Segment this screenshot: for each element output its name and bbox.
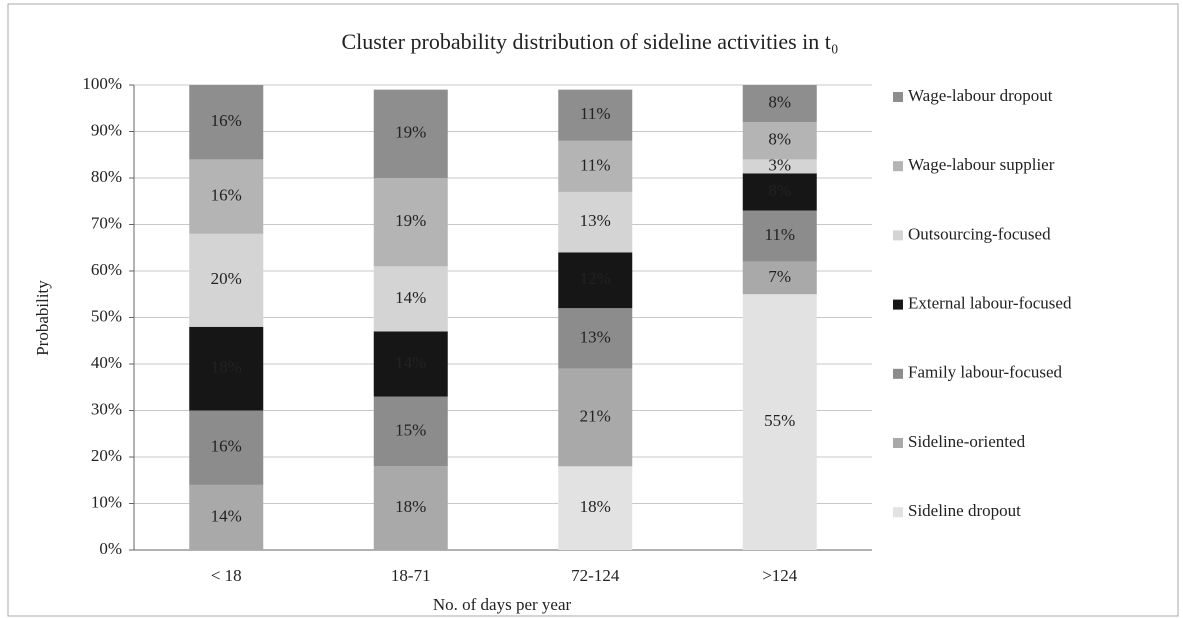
bar-segment bbox=[189, 410, 264, 485]
bar-segment bbox=[373, 178, 448, 267]
bar-segment bbox=[558, 191, 633, 253]
bar-segment bbox=[742, 294, 817, 550]
y-tick-label: 80% bbox=[91, 167, 122, 186]
value-label: 8% bbox=[768, 130, 791, 149]
value-label: 14% bbox=[395, 353, 426, 372]
value-label: 14% bbox=[395, 288, 426, 307]
y-tick-label: 0% bbox=[99, 539, 122, 558]
bar-segment bbox=[742, 122, 817, 160]
y-tick-label: 10% bbox=[91, 492, 122, 511]
value-label: 55% bbox=[764, 411, 795, 430]
value-label: 18% bbox=[211, 358, 242, 377]
value-label: 8% bbox=[768, 181, 791, 200]
value-label: 11% bbox=[764, 225, 795, 244]
y-tick-label: 60% bbox=[91, 260, 122, 279]
value-label: 16% bbox=[211, 111, 242, 130]
value-label: 18% bbox=[395, 497, 426, 516]
legend-swatch bbox=[893, 368, 903, 379]
bar-segment bbox=[373, 396, 448, 467]
value-label: 19% bbox=[395, 123, 426, 142]
bar-segment bbox=[742, 173, 817, 211]
value-label: 7% bbox=[768, 267, 791, 286]
legend-label: Wage-labour supplier bbox=[908, 155, 1055, 174]
legend-swatch bbox=[893, 507, 903, 518]
chart-title: Cluster probability distribution of side… bbox=[341, 29, 838, 54]
value-label: 14% bbox=[211, 506, 242, 525]
legend-label: Sideline-oriented bbox=[908, 432, 1026, 451]
value-label: 3% bbox=[768, 155, 791, 174]
bar-segment bbox=[189, 159, 264, 234]
value-label: 19% bbox=[395, 211, 426, 230]
value-label: 13% bbox=[580, 211, 611, 230]
legend-swatch bbox=[893, 161, 903, 172]
value-label: 15% bbox=[395, 420, 426, 439]
value-label: 16% bbox=[211, 437, 242, 456]
y-tick-label: 30% bbox=[91, 399, 122, 418]
legend-swatch bbox=[893, 230, 903, 241]
x-tick-label: < 18 bbox=[211, 566, 242, 585]
x-tick-label: 18-71 bbox=[391, 566, 431, 585]
bar-segment bbox=[558, 140, 633, 192]
y-tick-label: 20% bbox=[91, 446, 122, 465]
value-label: 11% bbox=[580, 155, 611, 174]
bar-segment bbox=[558, 252, 633, 309]
legend-swatch bbox=[893, 438, 903, 448]
bar-segment bbox=[742, 261, 817, 295]
legend-label: Sideline dropout bbox=[908, 501, 1021, 520]
value-label: 20% bbox=[211, 269, 242, 288]
bar-segment bbox=[373, 89, 448, 178]
y-tick-label: 70% bbox=[91, 213, 122, 232]
value-label: 11% bbox=[580, 104, 611, 123]
value-label: 12% bbox=[580, 269, 611, 288]
y-tick-label: 100% bbox=[82, 74, 122, 93]
y-tick-label: 90% bbox=[91, 120, 122, 139]
value-label: 21% bbox=[580, 406, 611, 425]
bar-segment bbox=[558, 466, 633, 550]
legend-label: Family labour-focused bbox=[908, 363, 1063, 382]
bar-segment bbox=[373, 331, 448, 397]
legend-swatch bbox=[893, 299, 903, 310]
y-axis-label: Probability bbox=[33, 280, 52, 356]
value-label: 13% bbox=[580, 327, 611, 346]
bar-segment bbox=[189, 484, 264, 550]
bar-segment bbox=[742, 210, 817, 262]
x-axis-label: No. of days per year bbox=[433, 595, 572, 614]
value-label: 16% bbox=[211, 186, 242, 205]
bar-segment bbox=[373, 466, 448, 550]
y-tick-label: 40% bbox=[91, 353, 122, 372]
bar-segment bbox=[558, 368, 633, 467]
y-tick-label: 50% bbox=[91, 306, 122, 325]
bar-segment bbox=[373, 266, 448, 332]
bar-segment bbox=[742, 85, 817, 123]
x-tick-label: 72-124 bbox=[571, 566, 620, 585]
value-label: 8% bbox=[768, 93, 791, 112]
legend-label: Outsourcing-focused bbox=[908, 224, 1051, 243]
bar-segment bbox=[558, 89, 633, 141]
legend-label: Wage-labour dropout bbox=[908, 86, 1053, 105]
bar-segment bbox=[189, 326, 264, 411]
value-label: 18% bbox=[580, 497, 611, 516]
legend-swatch bbox=[893, 92, 903, 102]
bar-segment bbox=[742, 159, 817, 174]
bar-segment bbox=[189, 85, 264, 160]
legend-label: External labour-focused bbox=[908, 294, 1072, 313]
bar-segment bbox=[189, 233, 264, 327]
x-tick-label: >124 bbox=[762, 566, 798, 585]
bar-segment bbox=[558, 308, 633, 369]
